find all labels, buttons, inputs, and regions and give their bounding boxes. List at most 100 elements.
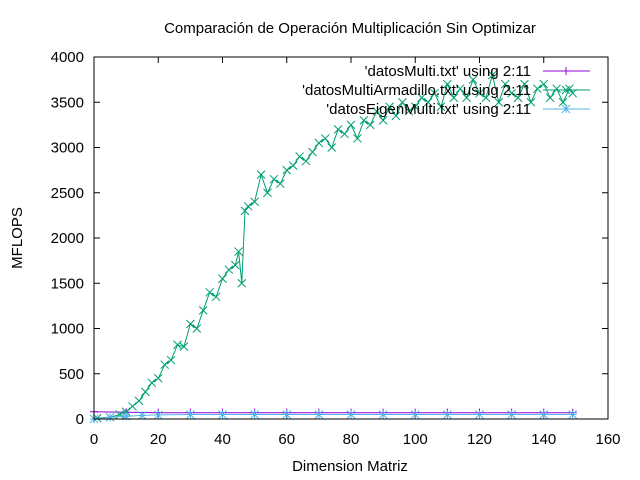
data-point (160, 360, 170, 370)
x-tick-label: 20 (150, 431, 167, 448)
x-tick-label: 140 (531, 431, 556, 448)
data-point (410, 102, 420, 112)
data-point (552, 84, 561, 94)
data-point (105, 412, 115, 422)
data-point (468, 75, 478, 84)
data-point (234, 247, 243, 256)
data-point (166, 355, 176, 365)
x-axis-ticks: 0 20 40 60 80 100 120 140 160 (90, 57, 621, 448)
data-point (562, 67, 570, 75)
data-point (256, 170, 266, 180)
data-point (539, 79, 549, 89)
data-point (314, 410, 324, 419)
data-point (545, 93, 555, 103)
data-point (192, 324, 202, 333)
legend-item: 'datosEigenMulti.txt' using 2:11 (326, 101, 590, 118)
data-point (141, 387, 150, 397)
data-point (218, 410, 227, 419)
data-point (494, 97, 504, 107)
data-point (359, 115, 369, 125)
data-point (568, 88, 578, 98)
data-point (475, 88, 484, 98)
y-tick-label: 500 (59, 366, 84, 383)
data-point (224, 265, 234, 275)
legend-item: 'datosMultiArmadillo.txt' using 2:11 (302, 82, 590, 99)
legend-label: 'datosMultiArmadillo.txt' using 2:11 (302, 82, 531, 99)
data-point (237, 278, 247, 288)
x-tick-label: 80 (343, 431, 360, 448)
data-point (378, 410, 388, 419)
data-point (282, 165, 292, 175)
data-point (436, 102, 446, 112)
data-point (327, 143, 337, 152)
series-2 (92, 70, 578, 423)
y-tick-label: 3000 (51, 140, 84, 157)
data-point (288, 161, 298, 170)
y-axis-ticks: 0 500 1000 1500 2000 2500 3000 3500 4000 (51, 49, 608, 428)
data-point (314, 138, 324, 148)
data-point (340, 129, 349, 139)
data-point (423, 97, 433, 107)
x-tick-label: 120 (467, 431, 492, 448)
data-point (147, 378, 157, 388)
y-tick-label: 4000 (51, 49, 84, 66)
data-point (475, 410, 484, 419)
x-tick-label: 60 (278, 431, 295, 448)
x-tick-label: 40 (214, 431, 231, 448)
data-point (398, 97, 407, 107)
data-point (513, 93, 523, 103)
data-point (487, 70, 497, 80)
y-axis-label: MFLOPS (9, 207, 26, 269)
data-point (561, 104, 571, 114)
data-point (295, 152, 304, 161)
series-line (93, 414, 573, 420)
data-series (89, 70, 578, 424)
data-point (568, 410, 578, 419)
data-point (320, 134, 330, 143)
data-point (173, 340, 182, 350)
legend-label: 'datosMulti.txt' using 2:11 (365, 63, 531, 80)
legend: 'datosMulti.txt' using 2:11 'datosMultiAr… (302, 63, 590, 118)
data-point (500, 79, 510, 89)
data-point (198, 306, 208, 315)
data-point (391, 111, 401, 121)
data-point (308, 147, 317, 157)
data-point (539, 410, 549, 419)
data-point (462, 93, 472, 103)
data-point (137, 411, 147, 420)
data-point (275, 179, 285, 189)
data-point (353, 134, 362, 143)
series-3 (89, 410, 578, 424)
data-point (250, 197, 259, 207)
y-tick-label: 2000 (51, 230, 84, 247)
data-point (269, 174, 279, 184)
data-point (561, 85, 571, 95)
data-point (121, 407, 131, 417)
data-point (218, 274, 227, 284)
data-point (240, 206, 250, 216)
data-point (186, 319, 195, 329)
data-point (372, 106, 382, 116)
y-tick-label: 1500 (51, 275, 84, 292)
data-point (520, 79, 529, 89)
data-point (365, 120, 375, 130)
data-point (243, 201, 253, 211)
data-point (346, 120, 356, 130)
series-line (97, 73, 574, 419)
data-point (481, 93, 491, 103)
x-axis-label: Dimension Matriz (292, 458, 408, 475)
data-point (263, 188, 272, 198)
series-line (93, 411, 573, 414)
data-point (417, 93, 427, 103)
data-point (301, 156, 311, 166)
data-point (558, 97, 568, 107)
data-point (385, 102, 394, 112)
y-tick-label: 3500 (51, 94, 84, 111)
data-point (128, 401, 137, 411)
plot-area-border (93, 56, 609, 420)
x-tick-label: 100 (403, 431, 428, 448)
data-point (526, 97, 536, 107)
data-point (92, 413, 102, 423)
data-point (211, 292, 221, 302)
y-tick-label: 2500 (51, 185, 84, 202)
